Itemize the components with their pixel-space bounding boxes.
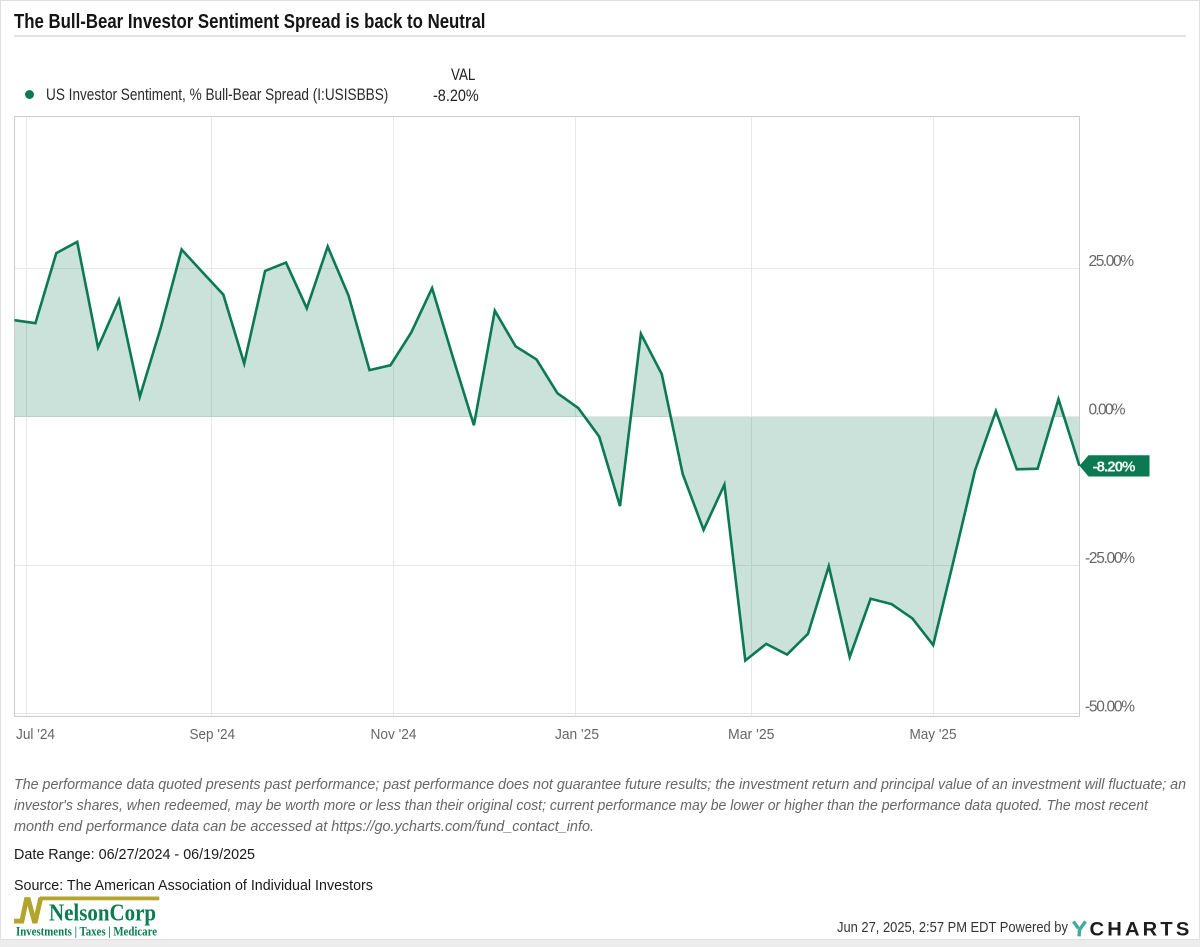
svg-text:May '25: May '25	[910, 726, 957, 743]
svg-text:25.00%: 25.00%	[1089, 253, 1135, 270]
svg-text:CHARTS: CHARTS	[1090, 920, 1193, 941]
svg-text:-25.00%: -25.00%	[1085, 550, 1135, 567]
svg-text:Investments | Taxes | Medicare: Investments | Taxes | Medicare	[16, 925, 157, 939]
svg-text:Jan '25: Jan '25	[555, 726, 599, 743]
svg-text:Jul '24: Jul '24	[16, 726, 55, 743]
svg-text:-50.00%: -50.00%	[1085, 699, 1135, 716]
svg-text:Mar '25: Mar '25	[728, 726, 775, 743]
svg-text:-8.20%: -8.20%	[1093, 459, 1136, 476]
svg-text:0.00%: 0.00%	[1089, 402, 1126, 419]
svg-text:Sep '24: Sep '24	[190, 726, 236, 743]
svg-text:Nov '24: Nov '24	[371, 726, 417, 743]
svg-text:NelsonCorp: NelsonCorp	[49, 901, 156, 927]
